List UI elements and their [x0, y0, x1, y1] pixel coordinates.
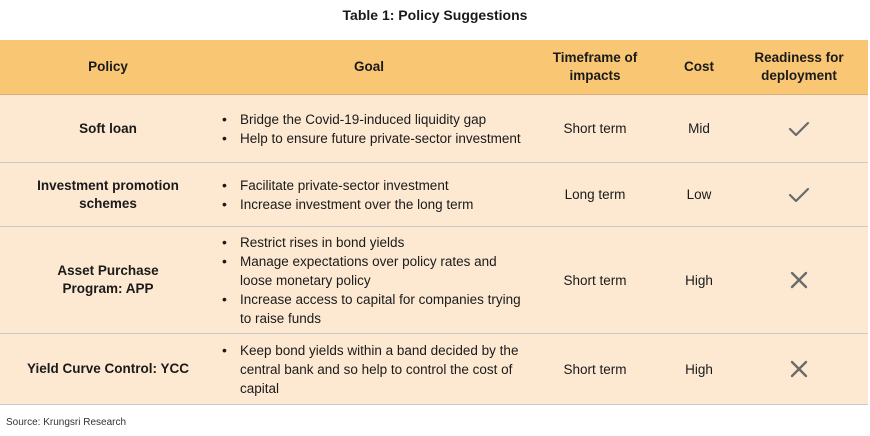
goal-list: Bridge the Covid-19-induced liquidity ga… — [216, 110, 522, 148]
header-readiness-label: Readiness for deployment — [754, 50, 844, 83]
goal-item: Help to ensure future private-sector inv… — [222, 129, 522, 148]
goal-list: Facilitate private-sector investment Inc… — [216, 176, 522, 214]
table-row: Yield Curve Control: YCC Keep bond yield… — [0, 333, 868, 405]
header-goal: Goal — [216, 40, 522, 95]
policy-name: Asset Purchase Program: APP — [0, 226, 216, 334]
header-timeframe: Timeframe of impacts — [522, 40, 668, 95]
header-timeframe-label: Timeframe of impacts — [552, 50, 638, 83]
policy-name-label: Investment promotion schemes — [37, 177, 179, 211]
goal-cell: Restrict rises in bond yields Manage exp… — [216, 226, 522, 334]
policy-name: Investment promotion schemes — [0, 162, 216, 227]
cost-cell: Low — [668, 162, 730, 227]
timeframe-cell: Short term — [522, 226, 668, 334]
cross-icon — [790, 360, 808, 378]
timeframe-cell: Short term — [522, 94, 668, 163]
source-note: Source: Krungsri Research — [6, 417, 127, 428]
readiness-cell — [730, 226, 868, 334]
goal-cell: Bridge the Covid-19-induced liquidity ga… — [216, 94, 522, 163]
goal-item: Increase access to capital for companies… — [222, 290, 522, 328]
policy-name-label: Asset Purchase Program: APP — [57, 263, 159, 296]
check-icon — [788, 187, 810, 202]
readiness-cell — [730, 333, 868, 405]
goal-list: Restrict rises in bond yields Manage exp… — [216, 233, 522, 328]
goal-item: Bridge the Covid-19-induced liquidity ga… — [222, 110, 522, 129]
header-row: Policy Goal Timeframe of impacts Cost Re… — [0, 40, 868, 95]
table-row: Investment promotion schemes Facilitate … — [0, 162, 868, 227]
goal-item: Manage expectations over policy rates an… — [222, 252, 522, 290]
goal-cell: Facilitate private-sector investment Inc… — [216, 162, 522, 227]
table-row: Soft loan Bridge the Covid-19-induced li… — [0, 94, 868, 163]
policy-name: Yield Curve Control: YCC — [0, 333, 216, 405]
cost-cell: Mid — [668, 94, 730, 163]
goal-item: Facilitate private-sector investment — [222, 176, 522, 195]
cost-cell: High — [668, 226, 730, 334]
header-cost: Cost — [668, 40, 730, 95]
goal-item: Increase investment over the long term — [222, 195, 522, 214]
readiness-cell — [730, 94, 868, 163]
check-icon — [788, 121, 810, 136]
header-readiness: Readiness for deployment — [730, 40, 868, 95]
header-policy: Policy — [0, 40, 216, 95]
policy-table: Policy Goal Timeframe of impacts Cost Re… — [0, 40, 868, 405]
goal-item: Restrict rises in bond yields — [222, 233, 522, 252]
table-title: Table 1: Policy Suggestions — [342, 7, 528, 23]
cross-icon — [790, 271, 808, 289]
readiness-cell — [730, 162, 868, 227]
cost-cell: High — [668, 333, 730, 405]
timeframe-cell: Long term — [522, 162, 668, 227]
goal-item: Keep bond yields within a band decided b… — [222, 341, 522, 398]
policy-name: Soft loan — [0, 94, 216, 163]
table-row: Asset Purchase Program: APP Restrict ris… — [0, 226, 868, 334]
goal-cell: Keep bond yields within a band decided b… — [216, 333, 522, 405]
timeframe-cell: Short term — [522, 333, 668, 405]
goal-list: Keep bond yields within a band decided b… — [216, 341, 522, 398]
